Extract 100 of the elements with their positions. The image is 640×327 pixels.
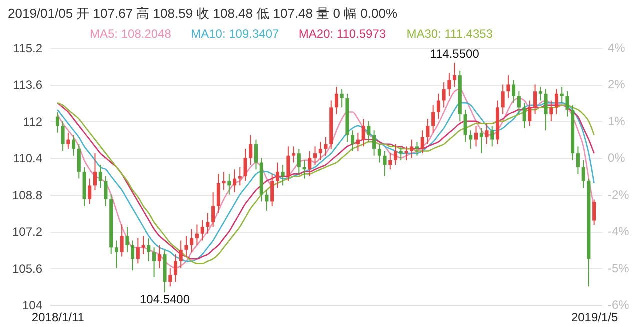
candlestick [469, 130, 473, 150]
candlestick [281, 164, 285, 186]
candlestick [544, 88, 548, 132]
candlestick [372, 130, 376, 156]
candlestick [249, 134, 253, 166]
candlestick [114, 240, 118, 269]
candlestick [297, 148, 301, 175]
candlestick [383, 150, 387, 177]
candlestick [420, 130, 424, 154]
candlestick [528, 100, 532, 127]
candlestick [453, 62, 457, 88]
candlestick [206, 212, 210, 234]
candlestick [222, 171, 226, 191]
candlestick [522, 102, 526, 129]
candlestick [195, 224, 199, 246]
candlestick [490, 126, 494, 148]
candlestick [270, 174, 274, 207]
candlestick [474, 126, 478, 148]
candlestick [356, 132, 360, 152]
candlestick [378, 144, 382, 164]
text: 2% [608, 78, 626, 92]
candlestick [286, 146, 290, 182]
text: -5% [608, 261, 630, 276]
chart-title: 2019/01/05 开 107.67 高 108.59 收 108.48 低 107.48 量 0 幅 0.00% [8, 6, 398, 21]
candlestick [485, 123, 489, 145]
candlestick [432, 104, 436, 134]
candlestick [426, 118, 430, 145]
candlestick [88, 178, 92, 205]
text: MA5: 108.2048 [90, 27, 172, 41]
candlestick [104, 176, 108, 207]
x-tick-label: 2018/1/11 [32, 310, 85, 324]
candlestick [480, 128, 484, 154]
text: MA30: 111.4353 [406, 27, 494, 41]
candlestick [126, 226, 130, 253]
candlestick [56, 112, 60, 134]
candlestick [152, 247, 156, 278]
candlestick [436, 93, 440, 120]
annotation: 114.5500 [430, 46, 480, 61]
y-tick-label: 105.6 [12, 262, 43, 276]
candlestick [184, 236, 188, 258]
candlestick [506, 75, 510, 99]
candlestick [415, 142, 419, 156]
candlestick [517, 91, 521, 116]
candlestick [410, 139, 414, 159]
candlestick [512, 80, 516, 104]
candlestick [334, 86, 338, 116]
candlestick [66, 132, 70, 150]
candlestick [538, 86, 542, 102]
candlestick [120, 224, 124, 258]
candlestick [314, 146, 318, 166]
candlestick [233, 169, 237, 194]
candlestick [442, 82, 446, 108]
candlestick [136, 238, 140, 264]
candlestick [98, 164, 102, 188]
candlestick [582, 160, 586, 188]
text: -4% [608, 224, 630, 239]
candlestick [555, 88, 558, 116]
candlestick [179, 240, 183, 269]
text: 4% [608, 41, 626, 55]
candlestick [254, 139, 258, 170]
candlestick [276, 162, 280, 188]
candlestick [147, 238, 151, 262]
candlestick [308, 150, 312, 177]
candlestick [72, 134, 76, 156]
candlestick [448, 72, 452, 97]
candlestick [388, 153, 392, 170]
text: MA10: 109.3407 [191, 27, 280, 41]
y-tick-label: 115.2 [13, 42, 43, 56]
candlestick [464, 109, 468, 143]
candlestick [212, 192, 216, 228]
candlestick [61, 120, 65, 152]
candlestick [362, 118, 366, 148]
candlestick [168, 268, 172, 288]
annotation: 104.5400 [140, 292, 190, 307]
candlestick [367, 120, 371, 143]
candlestick [265, 190, 269, 212]
text: -6% [608, 298, 630, 312]
candlestick [131, 240, 135, 272]
y-tick-label: 113.6 [13, 78, 43, 92]
candlestick [351, 130, 355, 152]
candlestick [318, 142, 322, 161]
y-tick-label: 107.2 [12, 225, 43, 240]
candlestick [324, 136, 328, 156]
y-tick-label: 112 [23, 114, 43, 129]
candlestick [158, 244, 162, 269]
candlestick [576, 146, 580, 175]
candlestick [244, 148, 248, 182]
candlestick [190, 228, 194, 253]
y-tick-label: 108.8 [12, 188, 43, 202]
candlestick [216, 174, 220, 214]
candlestick [238, 166, 242, 186]
candlestick [174, 254, 178, 283]
y-tick-label: 104 [22, 298, 43, 312]
candlestick [94, 153, 97, 191]
x-tick-label: 2019/1/5 [571, 310, 618, 324]
candlestick [292, 146, 296, 164]
candlestick [566, 91, 570, 118]
candlestick [228, 174, 232, 196]
text: -2% [608, 188, 630, 202]
candlestick [534, 84, 538, 116]
